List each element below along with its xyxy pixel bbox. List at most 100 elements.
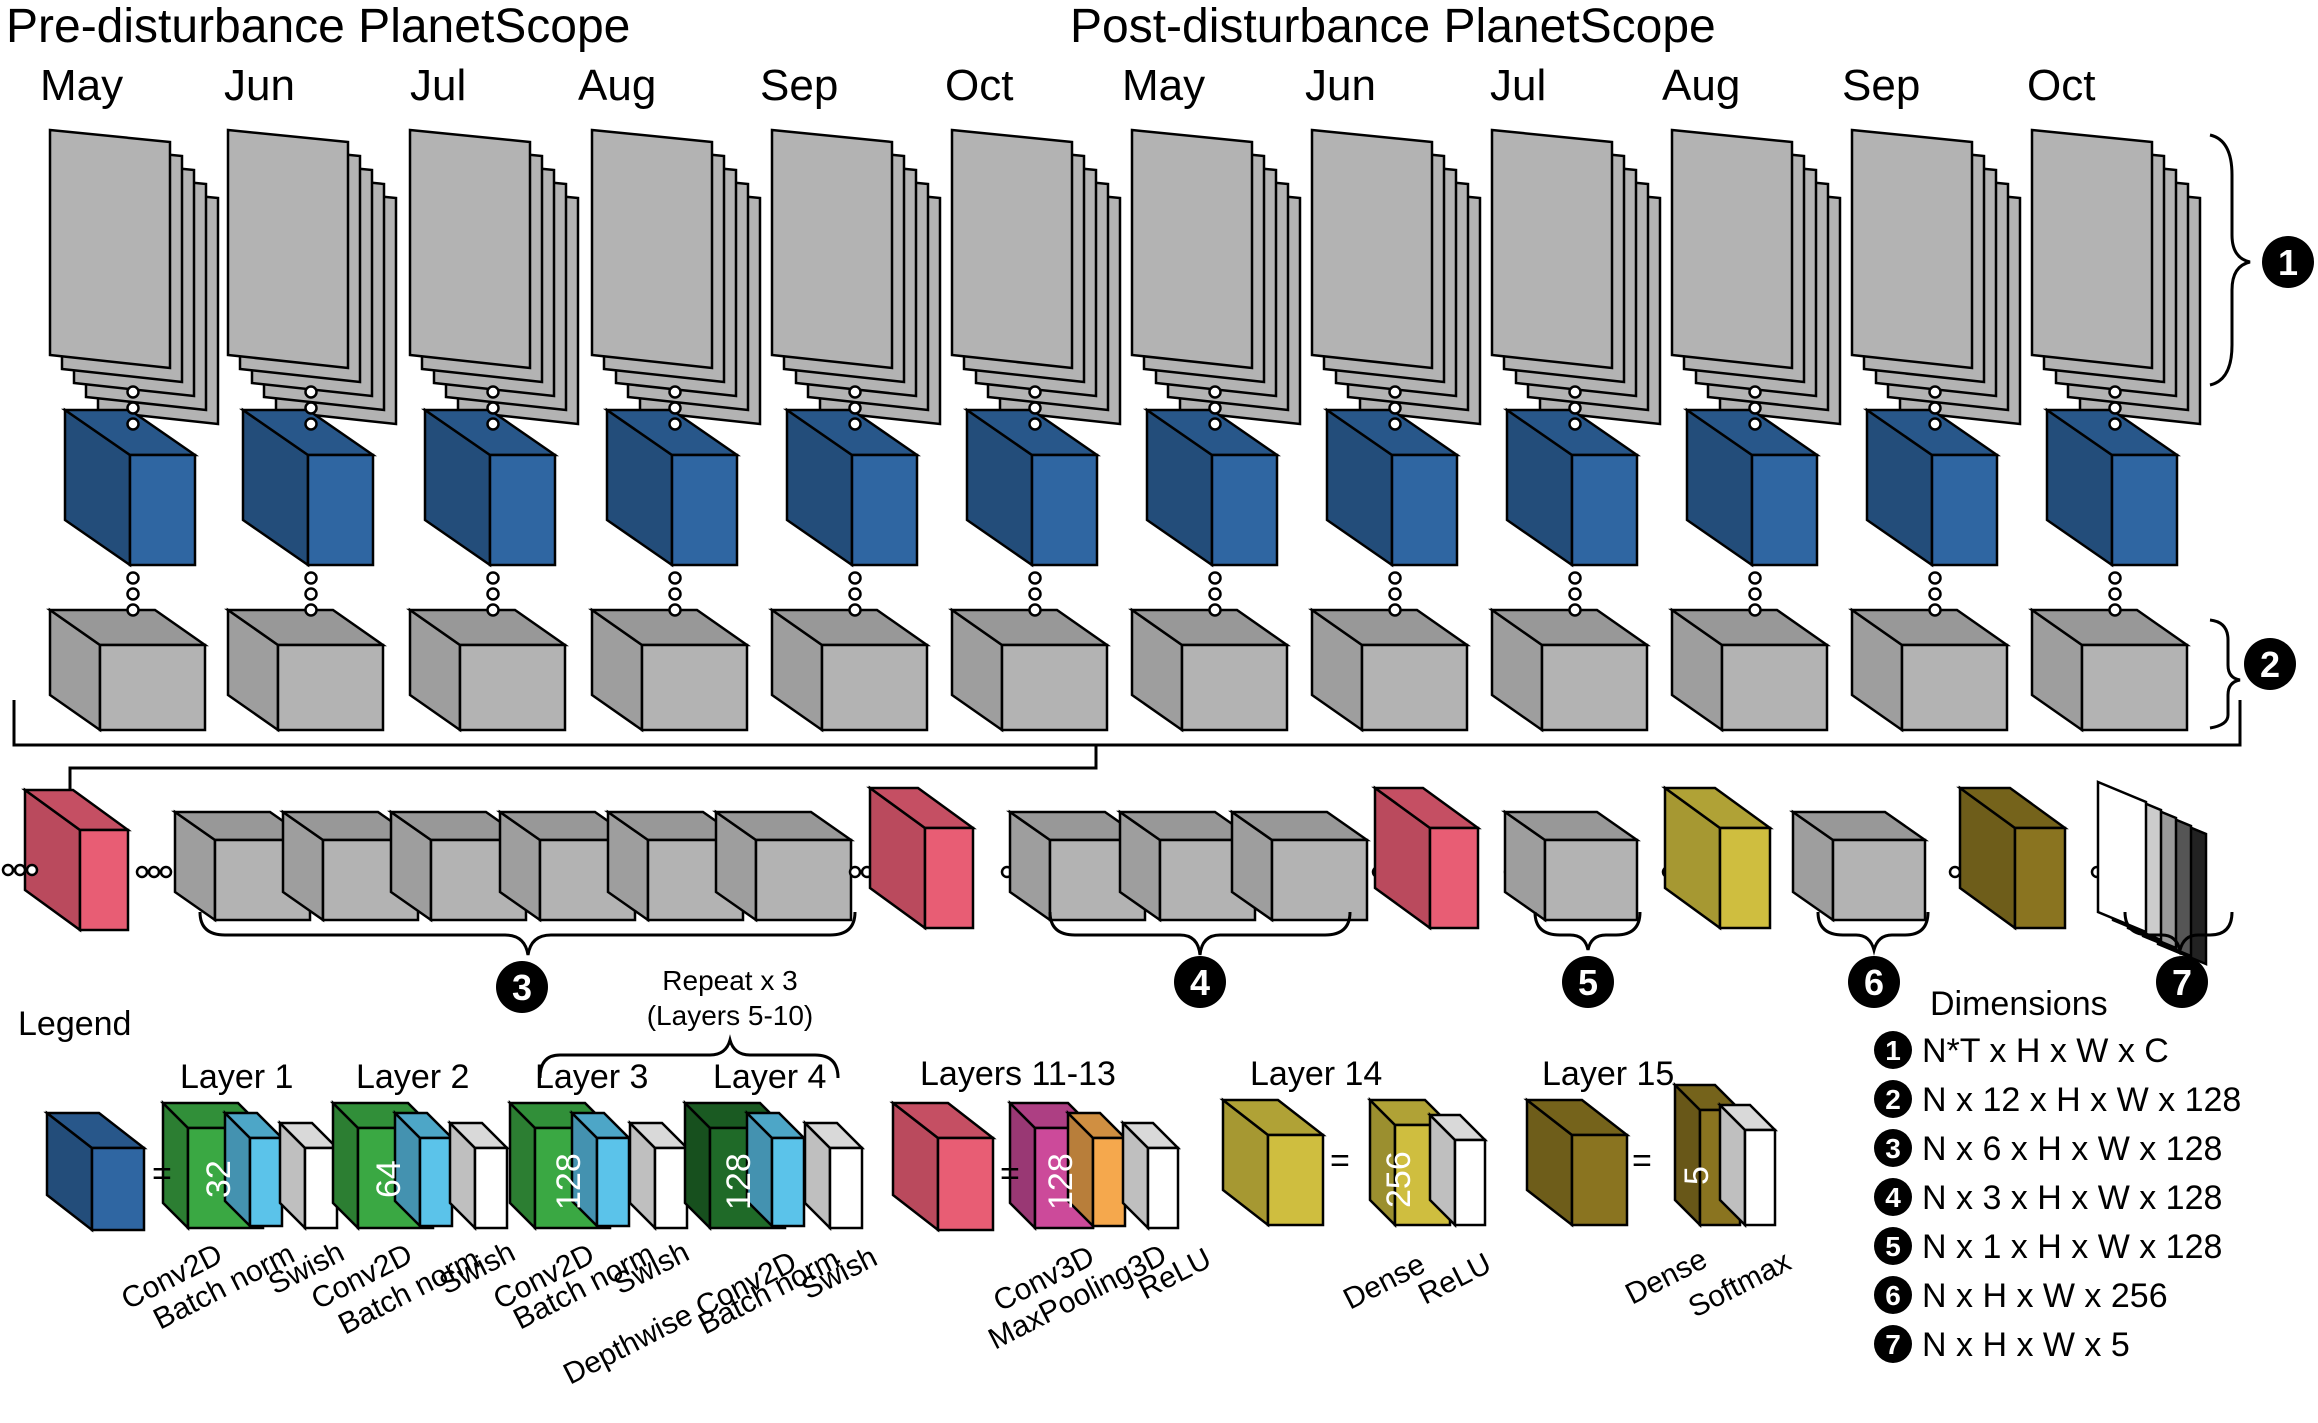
legend-yellow-cube — [1219, 1097, 1327, 1228]
equals-sign: = — [152, 1155, 172, 1193]
brace-1 — [2209, 133, 2251, 387]
brace-5 — [1533, 911, 1642, 951]
gray-cube — [1308, 607, 1471, 733]
month-label: Jul — [410, 61, 466, 110]
image-stack — [590, 128, 762, 426]
month-labels: May Jun Jul Aug Sep Oct May Jun Jul Aug … — [40, 61, 2095, 110]
legend-shapes — [43, 1081, 1779, 1233]
month-label: Aug — [1662, 61, 1740, 110]
gray-cube — [2028, 607, 2191, 733]
connector-dots — [1388, 385, 1402, 431]
legend-layer1-title: Layer 1 — [180, 1058, 293, 1096]
month-label: Jun — [1305, 61, 1376, 110]
image-stack — [226, 128, 398, 426]
pink-cube — [866, 785, 977, 931]
output-stack — [2096, 780, 2208, 966]
blue-cube — [1682, 407, 1822, 568]
gray-cube — [224, 607, 387, 733]
connector-dots — [1208, 385, 1222, 431]
image-stack — [950, 128, 1122, 426]
month-label: Aug — [578, 61, 656, 110]
gray-block — [1228, 809, 1371, 923]
layer2-channels: 64 — [370, 1160, 408, 1198]
dimension-marker-number: 6 — [1885, 1280, 1901, 1311]
dimension-marker — [1874, 1129, 1912, 1167]
gray-cube — [46, 607, 209, 733]
blue-cube — [1322, 407, 1462, 568]
blue-cube — [2042, 407, 2182, 568]
connector-dots — [304, 385, 318, 431]
month-label: Oct — [945, 61, 1013, 110]
op-label: ReLU — [1413, 1247, 1496, 1311]
batchnorm-slab — [568, 1109, 633, 1230]
layer4-channels: 128 — [720, 1153, 758, 1210]
dimension-marker-number: 3 — [1885, 1133, 1901, 1164]
svg-text:3: 3 — [512, 967, 532, 1008]
svg-text:7: 7 — [2172, 962, 2192, 1003]
swish-slab — [446, 1119, 511, 1232]
gray-block — [496, 809, 639, 923]
connector-dots — [135, 865, 173, 879]
gray-layer-cubes — [46, 607, 2191, 733]
blue-cube — [420, 407, 560, 568]
image-stack — [1490, 128, 1662, 426]
connector-dots — [2108, 571, 2122, 617]
month-label: May — [40, 61, 123, 110]
marker-1: 1 — [2262, 236, 2314, 288]
svg-text:1: 1 — [2278, 242, 2298, 283]
gray-cube — [1668, 607, 1831, 733]
blue-cube — [60, 407, 200, 568]
dimension-marker-number: 5 — [1885, 1231, 1901, 1262]
softmax-slab — [1716, 1101, 1779, 1229]
connector-dots — [1748, 385, 1762, 431]
connector-dots — [668, 385, 682, 431]
brace-2 — [2209, 618, 2241, 730]
marker-7: 7 — [2156, 956, 2208, 1008]
connector-dots — [1028, 571, 1042, 617]
marker-5: 5 — [1562, 956, 1614, 1008]
pink-cube — [21, 787, 132, 933]
connector-dots — [1208, 571, 1222, 617]
dimension-row: 4 N x 3 x H x W x 128 — [1874, 1178, 2222, 1217]
batchnorm-slab — [743, 1109, 808, 1230]
layer3-channels: 128 — [550, 1153, 588, 1210]
connector-dots — [2108, 385, 2122, 431]
gray-cube — [588, 607, 751, 733]
marker-4: 4 — [1174, 956, 1226, 1008]
connector-dots — [1, 863, 39, 877]
dimension-row: 7 N x H x W x 5 — [1874, 1325, 2130, 1364]
gray-block — [387, 809, 530, 923]
brace-4 — [1048, 911, 1352, 956]
dimension-marker-number: 1 — [1885, 1035, 1901, 1066]
dimension-marker-number: 7 — [1885, 1329, 1901, 1360]
dimension-text: N x 3 x H x W x 128 — [1922, 1179, 2222, 1217]
legend-pink-cube — [889, 1100, 997, 1233]
layer15-channels: 5 — [1678, 1166, 1716, 1185]
dimension-marker-number: 2 — [1885, 1084, 1901, 1115]
month-label: Oct — [2027, 61, 2095, 110]
layer1-channels: 32 — [200, 1160, 238, 1198]
dimension-row: 2 N x 12 x H x W x 128 — [1874, 1080, 2241, 1119]
dimension-marker — [1874, 1031, 1912, 1069]
svg-text:2: 2 — [2260, 644, 2280, 685]
dimension-text: N x H x W x 256 — [1922, 1277, 2168, 1315]
pre-disturbance-title: Pre-disturbance PlanetScope — [6, 0, 630, 53]
legend-layer15-title: Layer 15 — [1542, 1055, 1674, 1093]
dimension-marker — [1874, 1080, 1912, 1118]
olive-cube — [1956, 785, 2069, 931]
op-label: Swish — [796, 1241, 882, 1307]
dimension-marker-number: 4 — [1885, 1182, 1901, 1213]
image-stacks — [48, 128, 2202, 426]
connector-dots — [1028, 385, 1042, 431]
gray-cube — [1488, 607, 1651, 733]
image-stack — [1130, 128, 1302, 426]
connector-dots — [1568, 385, 1582, 431]
image-stack — [408, 128, 580, 426]
dimension-text: N x 12 x H x W x 128 — [1922, 1081, 2241, 1119]
dimension-row: 3 N x 6 x H x W x 128 — [1874, 1129, 2222, 1168]
legend-blue-cube — [43, 1110, 148, 1233]
connector-dots — [1568, 571, 1582, 617]
dimension-rows: 1 N*T x H x W x C 2 N x 12 x H x W x 128 3 N … — [1874, 1031, 2241, 1364]
connector-dots — [126, 571, 140, 617]
blue-cube — [962, 407, 1102, 568]
